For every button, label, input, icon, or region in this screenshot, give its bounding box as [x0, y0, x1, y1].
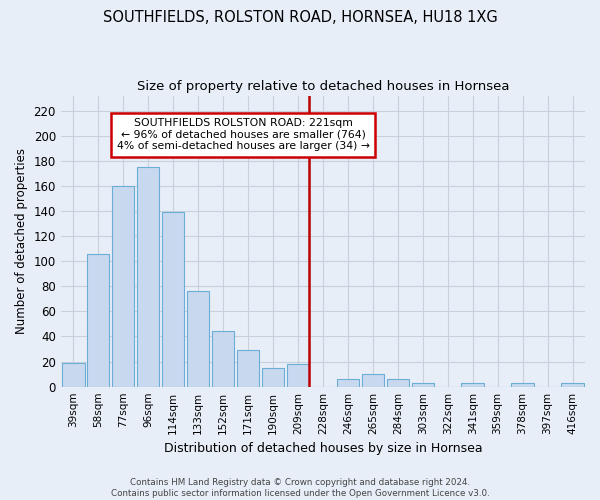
- Bar: [511, 383, 534, 386]
- Bar: [212, 332, 234, 386]
- Bar: [461, 383, 484, 386]
- Bar: [386, 379, 409, 386]
- Y-axis label: Number of detached properties: Number of detached properties: [15, 148, 28, 334]
- Bar: [362, 374, 384, 386]
- Bar: [337, 379, 359, 386]
- Bar: [561, 383, 584, 386]
- Bar: [237, 350, 259, 386]
- Bar: [412, 383, 434, 386]
- Bar: [262, 368, 284, 386]
- Bar: [112, 186, 134, 386]
- X-axis label: Distribution of detached houses by size in Hornsea: Distribution of detached houses by size …: [164, 442, 482, 455]
- Title: Size of property relative to detached houses in Hornsea: Size of property relative to detached ho…: [137, 80, 509, 93]
- Bar: [137, 167, 160, 386]
- Bar: [162, 212, 184, 386]
- Text: SOUTHFIELDS ROLSTON ROAD: 221sqm
← 96% of detached houses are smaller (764)
4% o: SOUTHFIELDS ROLSTON ROAD: 221sqm ← 96% o…: [116, 118, 370, 152]
- Bar: [187, 292, 209, 386]
- Text: Contains HM Land Registry data © Crown copyright and database right 2024.
Contai: Contains HM Land Registry data © Crown c…: [110, 478, 490, 498]
- Bar: [287, 364, 309, 386]
- Bar: [87, 254, 109, 386]
- Text: SOUTHFIELDS, ROLSTON ROAD, HORNSEA, HU18 1XG: SOUTHFIELDS, ROLSTON ROAD, HORNSEA, HU18…: [103, 10, 497, 25]
- Bar: [62, 363, 85, 386]
